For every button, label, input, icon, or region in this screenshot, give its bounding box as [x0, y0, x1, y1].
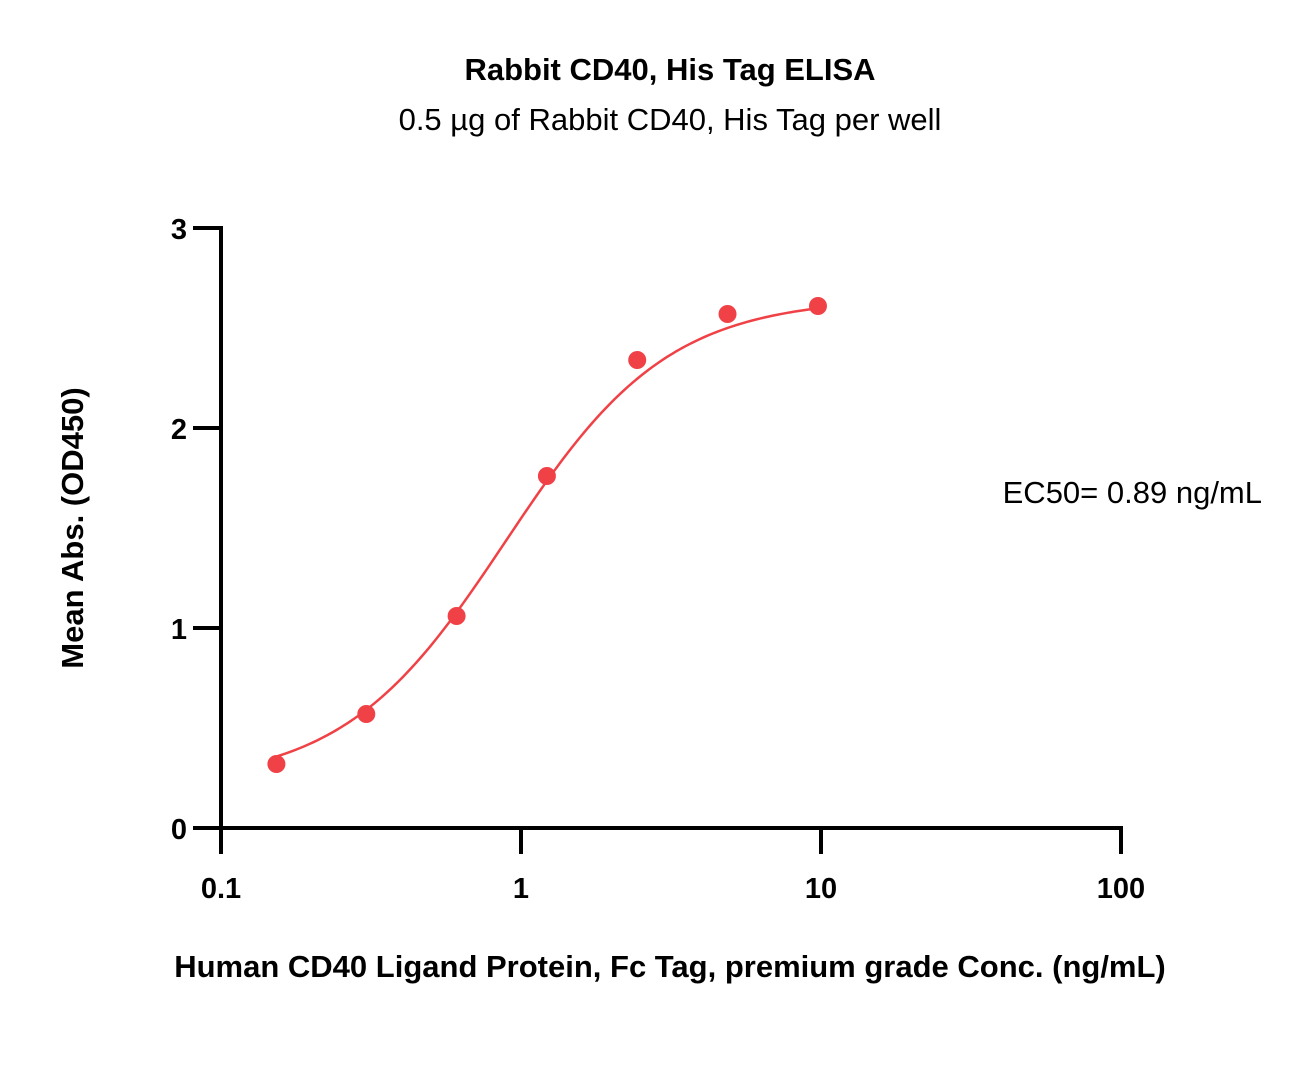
- data-point: [628, 351, 647, 369]
- data-point: [267, 755, 286, 773]
- plot-area: 0.1 1 10 100 0 1 2 3: [171, 214, 1145, 905]
- chart-title: Rabbit CD40, His Tag ELISA: [464, 52, 875, 87]
- x-tick-label: 100: [1097, 873, 1145, 905]
- x-axis-label: Human CD40 Ligand Protein, Fc Tag, premi…: [174, 949, 1166, 984]
- x-tick-label: 10: [805, 873, 837, 905]
- ec50-annotation: EC50= 0.89 ng/mL: [1003, 475, 1262, 510]
- fit-curve: [276, 307, 819, 758]
- data-point: [718, 305, 737, 323]
- y-tick-label: 3: [171, 214, 187, 246]
- x-tick-label: 0.1: [201, 873, 241, 905]
- data-point: [447, 607, 466, 625]
- y-tick-label: 0: [171, 814, 187, 846]
- data-point: [357, 705, 376, 723]
- x-tick-label: 1: [513, 873, 529, 905]
- y-tick-label: 1: [171, 614, 187, 646]
- data-point: [537, 467, 556, 485]
- chart-subtitle: 0.5 µg of Rabbit CD40, His Tag per well: [399, 102, 942, 137]
- y-tick-label: 2: [171, 414, 187, 446]
- data-point: [808, 297, 827, 315]
- y-axis-label: Mean Abs. (OD450): [55, 387, 90, 668]
